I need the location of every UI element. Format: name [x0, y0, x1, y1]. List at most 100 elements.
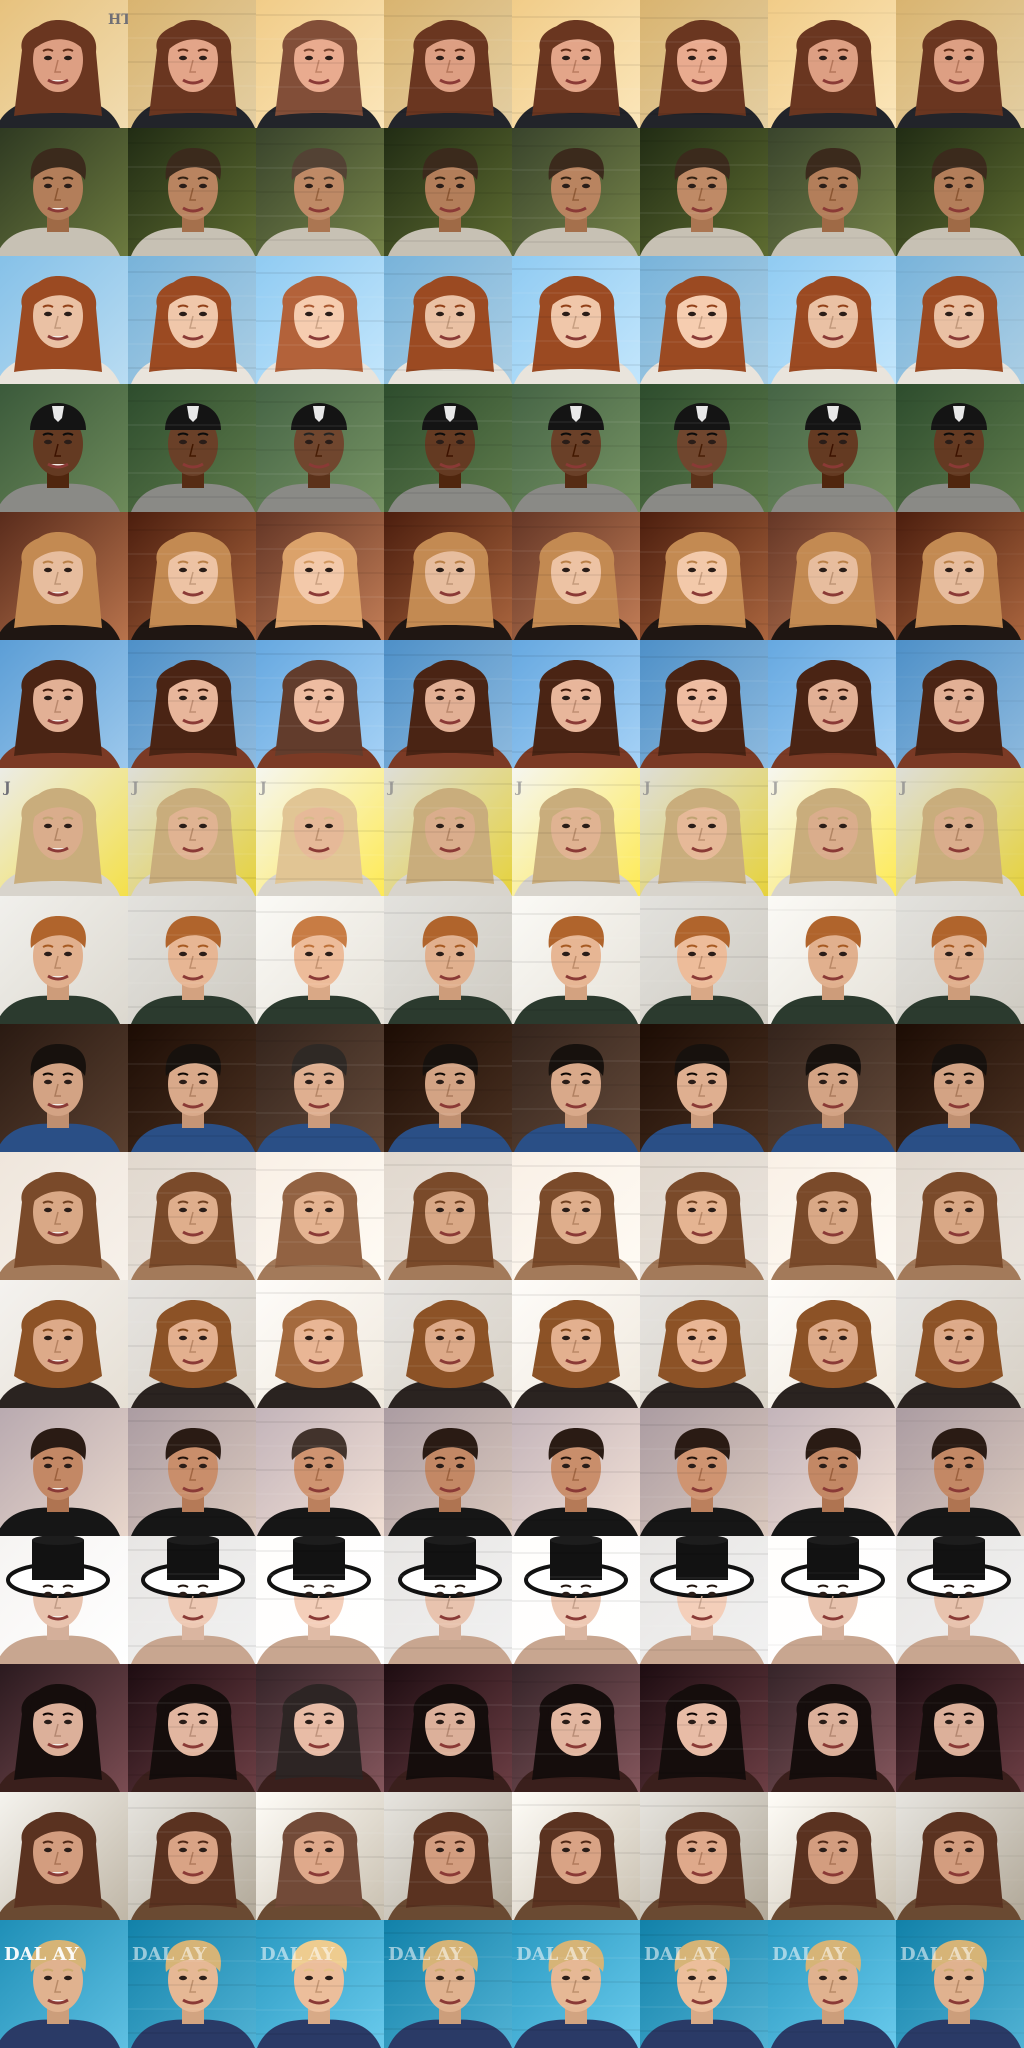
generated-face-image: [640, 1152, 768, 1280]
generated-face-image: [640, 384, 768, 512]
generated-face-image: [896, 1024, 1024, 1152]
generated-face-image: [896, 0, 1024, 128]
generated-face-image: [896, 384, 1024, 512]
generated-face-image: [896, 128, 1024, 256]
generated-face-image: [640, 128, 768, 256]
generated-face-image: [768, 1280, 896, 1408]
generated-face-image: [128, 1792, 256, 1920]
generated-face-image: J: [512, 768, 640, 896]
generated-face-image: [512, 1152, 640, 1280]
generated-face-image: [256, 1024, 384, 1152]
generated-face-image: [384, 256, 512, 384]
generated-face-image: J: [256, 768, 384, 896]
source-face-image: [0, 1792, 128, 1920]
generated-face-image: [384, 1536, 512, 1664]
generated-face-image: [640, 256, 768, 384]
generated-face-image: [512, 512, 640, 640]
generated-face-image: [896, 640, 1024, 768]
generated-face-image: [896, 1408, 1024, 1536]
source-face-image: [0, 1152, 128, 1280]
generated-face-image: [128, 1024, 256, 1152]
generated-face-image: [640, 1536, 768, 1664]
generated-face-image: [256, 1152, 384, 1280]
generated-face-image: [384, 1664, 512, 1792]
generated-face-image: [256, 1792, 384, 1920]
generated-face-image: [768, 1024, 896, 1152]
generated-face-image: [384, 512, 512, 640]
generated-face-image: [640, 640, 768, 768]
photo-text: DAL AY: [4, 1944, 80, 1965]
generated-face-image: [768, 640, 896, 768]
generated-face-image: [512, 1408, 640, 1536]
source-face-image: HT: [0, 0, 128, 128]
source-face-image: [0, 256, 128, 384]
generated-face-image: [384, 896, 512, 1024]
generated-face-image: [640, 0, 768, 128]
generated-face-image: [640, 1792, 768, 1920]
generated-face-image: [512, 1664, 640, 1792]
generated-face-image: [768, 896, 896, 1024]
generated-face-image: [384, 1280, 512, 1408]
generated-face-image: [768, 1792, 896, 1920]
generated-face-image: J: [384, 768, 512, 896]
generated-face-image: [128, 0, 256, 128]
generated-face-image: [384, 384, 512, 512]
generated-face-image: [256, 1536, 384, 1664]
photo-text: J: [770, 780, 779, 796]
photo-text: DAL AY: [772, 1944, 848, 1965]
generated-face-image: [896, 1280, 1024, 1408]
generated-face-image: [640, 1280, 768, 1408]
generated-face-image: [768, 1408, 896, 1536]
generated-face-image: J: [640, 768, 768, 896]
generated-face-image: [384, 1152, 512, 1280]
photo-text: J: [386, 780, 395, 796]
generated-face-image: [896, 1792, 1024, 1920]
generated-face-image: [512, 896, 640, 1024]
generated-face-image: [896, 1152, 1024, 1280]
generated-face-image: [256, 512, 384, 640]
generated-face-image: [256, 256, 384, 384]
generated-face-image: [128, 896, 256, 1024]
generated-face-image: DAL AY: [128, 1920, 256, 2048]
photo-text: J: [642, 780, 651, 796]
generated-face-image: DAL AY: [640, 1920, 768, 2048]
source-face-image: [0, 896, 128, 1024]
generated-face-image: [128, 1664, 256, 1792]
source-face-image: [0, 1280, 128, 1408]
generated-face-image: [128, 1280, 256, 1408]
generated-face-image: [512, 1024, 640, 1152]
generated-face-image: [768, 1152, 896, 1280]
photo-text: DAL AY: [388, 1944, 464, 1965]
generated-face-image: [640, 1024, 768, 1152]
generated-face-image: [384, 1792, 512, 1920]
generated-face-image: [640, 1408, 768, 1536]
generated-face-image: [256, 640, 384, 768]
generated-face-image: [256, 0, 384, 128]
generated-face-image: [512, 128, 640, 256]
photo-text: J: [898, 780, 907, 796]
generated-face-image: J: [128, 768, 256, 896]
generated-face-image: [640, 896, 768, 1024]
generated-face-image: DAL AY: [384, 1920, 512, 2048]
generated-face-image: [128, 128, 256, 256]
generated-face-image: [384, 1024, 512, 1152]
source-face-image: [0, 1536, 128, 1664]
photo-text: DAL AY: [900, 1944, 976, 1965]
generated-face-image: [512, 1792, 640, 1920]
generated-face-image: [768, 0, 896, 128]
generated-face-image: [384, 0, 512, 128]
generated-face-image: [896, 256, 1024, 384]
generated-face-image: DAL AY: [256, 1920, 384, 2048]
source-face-image: [0, 1408, 128, 1536]
generated-face-image: [128, 1408, 256, 1536]
generated-face-image: [512, 0, 640, 128]
generated-face-image: [512, 640, 640, 768]
generated-face-image: [128, 1152, 256, 1280]
source-face-image: DAL AY: [0, 1920, 128, 2048]
photo-text: J: [258, 780, 267, 796]
generated-face-image: [768, 512, 896, 640]
generated-face-image: [640, 1664, 768, 1792]
photo-text: DAL AY: [644, 1944, 720, 1965]
generated-face-image: [512, 256, 640, 384]
